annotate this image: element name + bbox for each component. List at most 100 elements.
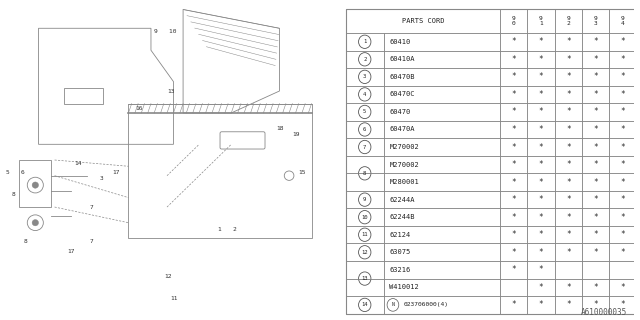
Bar [527, 68, 554, 86]
Text: 60470B: 60470B [390, 74, 415, 80]
Bar [383, 121, 500, 138]
Bar [500, 191, 527, 208]
Text: *: * [621, 142, 625, 151]
Text: *: * [539, 72, 543, 81]
Bar [500, 244, 527, 261]
Bar [383, 33, 500, 51]
Bar [383, 173, 500, 191]
Text: 9: 9 [363, 197, 366, 202]
Text: 2: 2 [363, 57, 366, 62]
Bar [500, 156, 527, 173]
Text: *: * [593, 178, 598, 187]
Circle shape [32, 182, 38, 188]
Text: *: * [511, 142, 516, 151]
Text: 9
0: 9 0 [512, 16, 515, 26]
Bar [582, 10, 609, 33]
Bar [527, 121, 554, 138]
Bar [609, 86, 637, 103]
Bar [609, 156, 637, 173]
Text: 60470A: 60470A [390, 126, 415, 132]
Bar [582, 86, 609, 103]
Bar [346, 103, 383, 121]
Bar [500, 173, 527, 191]
Bar [346, 86, 383, 103]
Bar [383, 68, 500, 86]
Text: M270002: M270002 [390, 144, 419, 150]
Text: *: * [593, 108, 598, 116]
Text: 023706000(4): 023706000(4) [403, 302, 449, 308]
Bar [554, 191, 582, 208]
Text: 5   6: 5 6 [6, 170, 25, 175]
Text: *: * [511, 213, 516, 222]
Text: 8: 8 [12, 192, 15, 197]
Text: M280001: M280001 [390, 179, 419, 185]
Text: *: * [593, 195, 598, 204]
Bar [383, 156, 500, 173]
Text: 12: 12 [164, 274, 172, 279]
Text: *: * [621, 125, 625, 134]
Bar [609, 10, 637, 33]
Bar [500, 296, 527, 314]
Bar [500, 121, 527, 138]
Bar [582, 51, 609, 68]
Text: *: * [566, 55, 570, 64]
Text: *: * [566, 178, 570, 187]
Bar [582, 191, 609, 208]
Text: 60470C: 60470C [390, 92, 415, 97]
Bar [554, 51, 582, 68]
Text: 12: 12 [362, 250, 368, 255]
Text: *: * [511, 160, 516, 169]
Bar [554, 173, 582, 191]
Text: 6: 6 [363, 127, 366, 132]
Text: 1: 1 [363, 39, 366, 44]
Text: 60410A: 60410A [390, 56, 415, 62]
Text: *: * [539, 265, 543, 274]
Text: 62244A: 62244A [390, 197, 415, 203]
Bar [527, 10, 554, 33]
Text: *: * [566, 300, 570, 309]
Text: *: * [539, 230, 543, 239]
Bar [383, 226, 500, 244]
Text: *: * [566, 125, 570, 134]
Bar [346, 33, 383, 51]
Bar [609, 103, 637, 121]
Text: 60410: 60410 [390, 39, 411, 45]
Text: *: * [539, 55, 543, 64]
Text: *: * [539, 90, 543, 99]
Text: 11: 11 [170, 296, 178, 300]
Text: *: * [566, 195, 570, 204]
Bar [609, 296, 637, 314]
Bar [346, 121, 383, 138]
Text: *: * [621, 300, 625, 309]
Text: 10: 10 [362, 215, 368, 220]
Text: *: * [566, 230, 570, 239]
Text: 9   10: 9 10 [154, 29, 177, 34]
Text: *: * [621, 195, 625, 204]
Bar [383, 86, 500, 103]
Bar [383, 296, 500, 314]
Bar [609, 33, 637, 51]
Text: *: * [621, 72, 625, 81]
Bar [383, 103, 500, 121]
Bar [383, 208, 500, 226]
Bar [582, 296, 609, 314]
Bar [609, 191, 637, 208]
Bar [554, 68, 582, 86]
Bar [527, 103, 554, 121]
Text: *: * [511, 300, 516, 309]
Text: *: * [511, 72, 516, 81]
Text: *: * [566, 90, 570, 99]
Text: 19: 19 [292, 132, 300, 138]
Bar [609, 208, 637, 226]
Text: *: * [511, 37, 516, 46]
Text: 18: 18 [276, 126, 284, 131]
Bar [346, 51, 383, 68]
Bar [554, 33, 582, 51]
Text: *: * [621, 283, 625, 292]
Text: 3: 3 [363, 74, 366, 79]
Bar [554, 244, 582, 261]
Text: *: * [593, 230, 598, 239]
Text: 4: 4 [363, 92, 366, 97]
Text: *: * [593, 213, 598, 222]
Text: *: * [593, 90, 598, 99]
